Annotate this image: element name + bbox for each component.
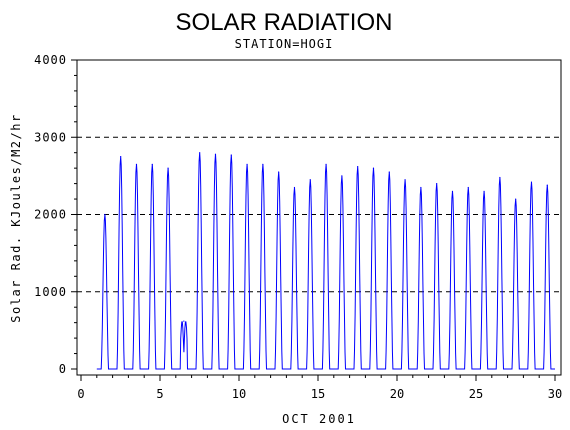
daily-peak-point-day-27 — [515, 198, 517, 200]
daily-peak-point-day-28 — [530, 181, 533, 183]
plot-frame — [76, 59, 562, 376]
x-tick-label-20: 20 — [390, 387, 404, 401]
y-tick-label-3000: 3000 — [34, 130, 67, 144]
daily-peak-point-day-26 — [499, 176, 501, 179]
daily-peak-point-day-18 — [372, 167, 375, 169]
tick-group — [71, 59, 556, 381]
y-tick-label-1000: 1000 — [34, 285, 67, 299]
daily-peak-point-day-4 — [151, 163, 153, 165]
x-tick-label-15: 15 — [311, 387, 325, 401]
daily-peak-point-day-23 — [451, 190, 454, 192]
y-axis-label: Solar Rad. KJoules/M2/hr — [9, 113, 23, 322]
daily-peak-point-day-8 — [214, 153, 217, 155]
solar-radiation-line — [96, 152, 555, 370]
daily-peak-point-day-9 — [230, 154, 232, 156]
x-tick-label-5: 5 — [156, 387, 163, 401]
x-tick-label-0: 0 — [77, 387, 84, 401]
daily-peak-point-day-5 — [167, 167, 169, 169]
chart-title: SOLAR RADIATION — [176, 9, 393, 36]
daily-peak-point-day-2 — [120, 155, 122, 158]
chart-subtitle: STATION=HOGI — [235, 37, 334, 51]
daily-peak-point-day-6 — [183, 320, 185, 322]
daily-peak-point-day-14 — [309, 179, 311, 181]
daily-peak-point-day-7 — [199, 152, 201, 154]
daily-peak-point-day-3 — [135, 163, 138, 165]
daily-peak-point-day-29 — [546, 184, 548, 186]
x-axis-label: OCT 2001 — [282, 412, 356, 426]
series-group — [96, 152, 555, 370]
x-tick-label-30: 30 — [548, 387, 562, 401]
daily-peak-point-day-22 — [436, 183, 438, 185]
daily-peak-point-day-17 — [357, 166, 359, 168]
daily-peak-point-day-10 — [246, 163, 248, 165]
daily-peak-point-day-20 — [404, 179, 406, 181]
tick-label-group: 0 1000 2000 3000 4000 0 5 10 15 20 25 30 — [34, 53, 562, 401]
daily-peak-point-day-21 — [420, 186, 422, 189]
daily-peak-point-day-19 — [388, 171, 390, 173]
y-tick-label-0: 0 — [59, 362, 67, 376]
daily-peak-point-day-16 — [341, 175, 343, 177]
daily-peak-point-day-12 — [278, 171, 280, 173]
grid-lines — [77, 59, 561, 293]
daily-peak-point-day-15 — [325, 163, 327, 165]
x-tick-label-25: 25 — [469, 387, 483, 401]
daily-peak-point-day-11 — [262, 163, 264, 165]
y-tick-label-2000: 2000 — [34, 208, 67, 222]
daily-peak-point-day-25 — [483, 190, 485, 192]
daily-peak-point-day-24 — [467, 186, 469, 189]
x-tick-label-10: 10 — [232, 387, 246, 401]
daily-peak-point-day-13 — [293, 186, 296, 189]
daily-peak-point-day-1 — [104, 213, 106, 216]
y-tick-label-4000: 4000 — [34, 53, 67, 67]
